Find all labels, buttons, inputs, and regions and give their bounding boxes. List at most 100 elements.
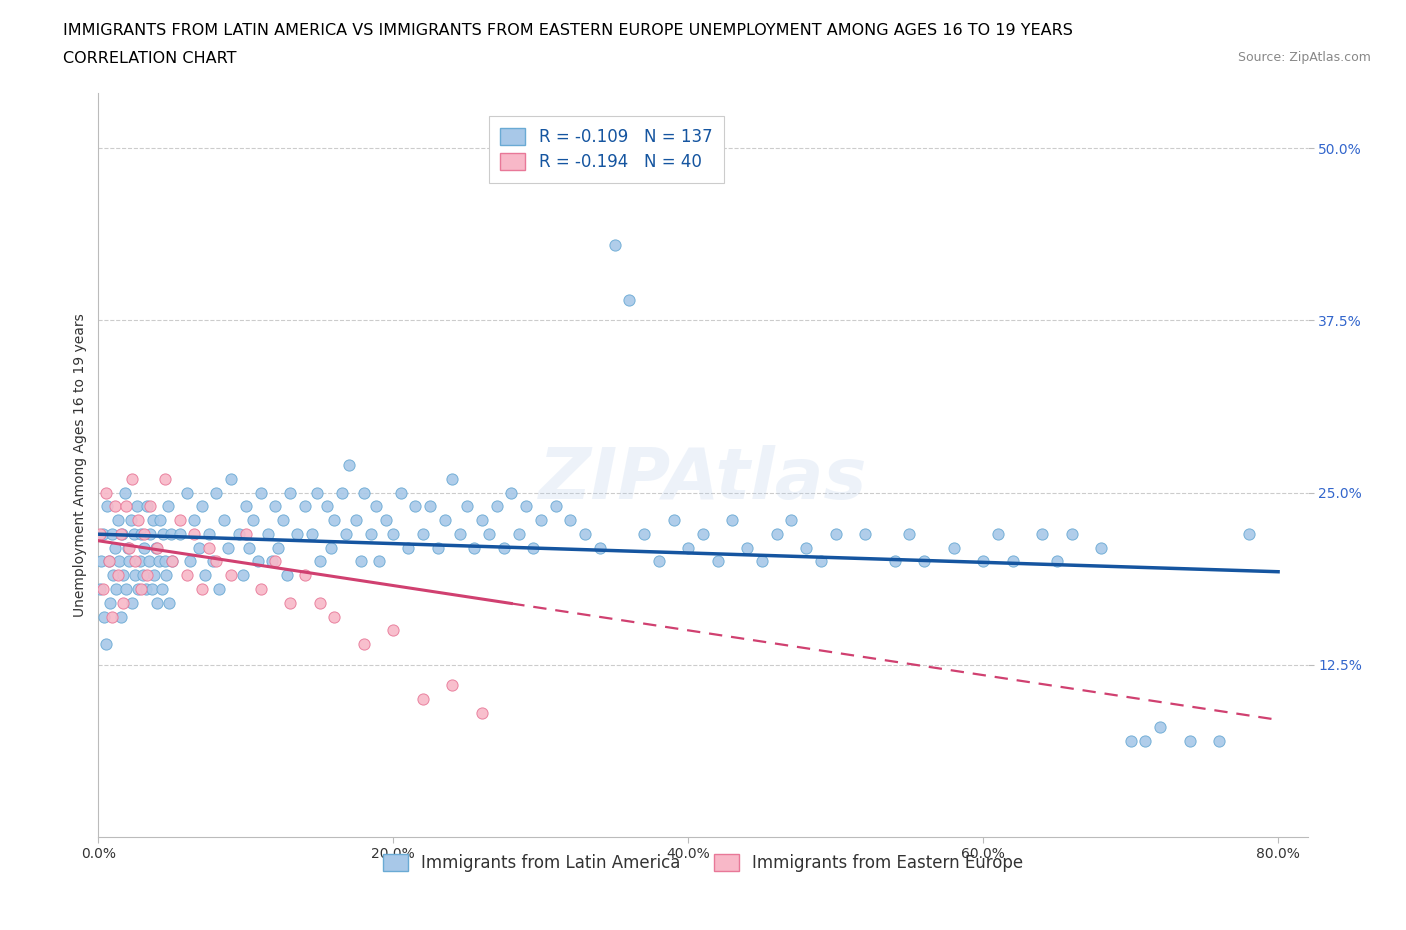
Point [134, 540, 156, 555]
Point [278, 595, 301, 610]
Point [1031, 526, 1053, 541]
Point [179, 554, 201, 569]
Point [426, 540, 449, 555]
Point [972, 554, 994, 569]
Point [118, 554, 141, 569]
Point [94, 485, 117, 500]
Point [824, 526, 846, 541]
Point [107, 512, 129, 527]
Point [219, 568, 242, 583]
Point [159, 526, 181, 541]
Point [898, 526, 921, 541]
Point [419, 498, 441, 513]
Point [141, 581, 163, 596]
Point [169, 512, 191, 527]
Point [128, 554, 150, 569]
Point [89, 581, 111, 596]
Point [136, 498, 159, 513]
Point [765, 526, 787, 541]
Point [202, 554, 225, 569]
Point [105, 581, 128, 596]
Point [169, 526, 191, 541]
Point [441, 678, 464, 693]
Point [735, 540, 758, 555]
Point [1135, 733, 1157, 748]
Point [662, 512, 685, 527]
Point [93, 609, 115, 624]
Y-axis label: Unemployment Among Ages 16 to 19 years: Unemployment Among Ages 16 to 19 years [73, 313, 87, 617]
Point [262, 554, 284, 569]
Point [287, 526, 309, 541]
Point [205, 485, 228, 500]
Point [810, 554, 832, 569]
Point [156, 498, 179, 513]
Point [96, 498, 118, 513]
Point [335, 526, 357, 541]
Point [1046, 554, 1069, 569]
Text: CORRELATION CHART: CORRELATION CHART [63, 51, 236, 66]
Point [603, 237, 626, 252]
Point [124, 554, 146, 569]
Point [139, 526, 162, 541]
Point [1208, 733, 1230, 748]
Point [115, 581, 138, 596]
Point [271, 512, 294, 527]
Point [396, 540, 419, 555]
Point [208, 581, 231, 596]
Point [148, 554, 170, 569]
Point [321, 540, 343, 555]
Point [721, 512, 744, 527]
Point [91, 581, 114, 596]
Point [412, 526, 434, 541]
Point [305, 485, 328, 500]
Point [492, 540, 515, 555]
Point [316, 498, 339, 513]
Point [1149, 719, 1171, 734]
Point [508, 526, 530, 541]
Point [111, 526, 134, 541]
Point [176, 485, 198, 500]
Point [751, 554, 773, 569]
Point [308, 554, 330, 569]
Point [267, 540, 290, 555]
Point [375, 512, 398, 527]
Point [142, 512, 165, 527]
Point [124, 568, 146, 583]
Point [706, 554, 728, 569]
Point [121, 595, 143, 610]
Point [1060, 526, 1083, 541]
Point [249, 485, 271, 500]
Point [471, 706, 494, 721]
Point [1090, 540, 1112, 555]
Point [360, 526, 382, 541]
Point [104, 540, 127, 555]
Point [449, 526, 471, 541]
Text: ZIPAtlas: ZIPAtlas [538, 445, 868, 514]
Point [110, 609, 132, 624]
Point [118, 540, 141, 555]
Point [97, 554, 120, 569]
Point [205, 554, 228, 569]
Point [198, 540, 221, 555]
Point [131, 568, 153, 583]
Point [350, 554, 373, 569]
Point [114, 485, 136, 500]
Point [139, 498, 162, 513]
Point [560, 512, 582, 527]
Point [301, 526, 323, 541]
Point [146, 540, 169, 555]
Point [107, 568, 129, 583]
Point [145, 540, 167, 555]
Text: Source: ZipAtlas.com: Source: ZipAtlas.com [1237, 51, 1371, 64]
Point [780, 512, 803, 527]
Point [89, 526, 111, 541]
Point [143, 568, 166, 583]
Point [323, 512, 346, 527]
Point [235, 526, 257, 541]
Point [246, 554, 269, 569]
Point [110, 526, 132, 541]
Point [112, 568, 135, 583]
Point [987, 526, 1010, 541]
Point [212, 512, 235, 527]
Point [912, 554, 935, 569]
